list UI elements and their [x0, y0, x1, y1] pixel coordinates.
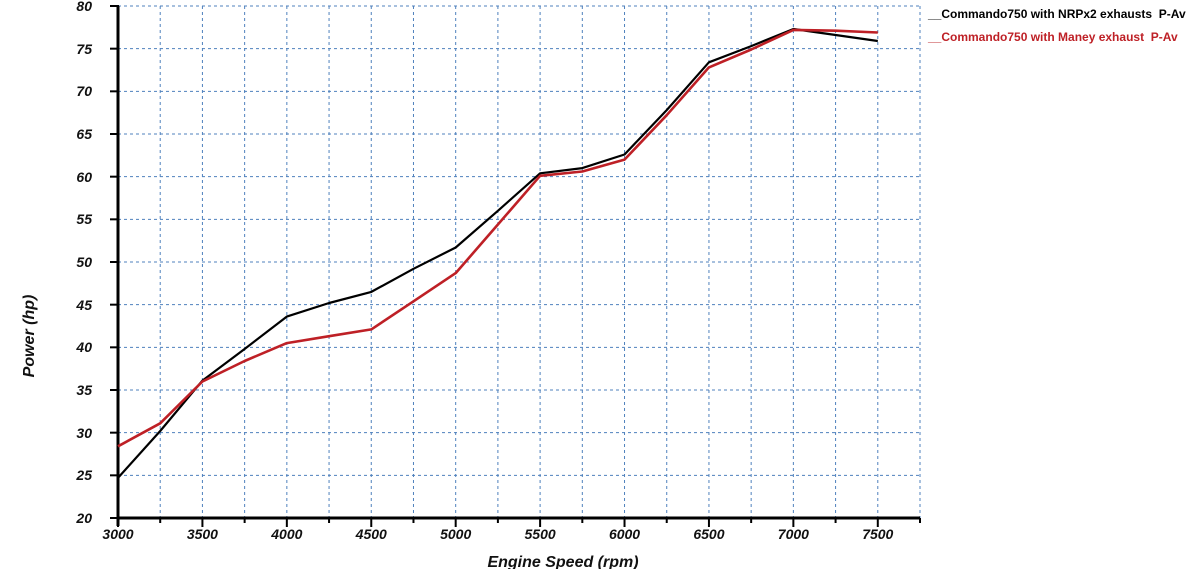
x-tick-label: 6000 — [608, 526, 641, 542]
x-tick-label: 5500 — [524, 526, 556, 542]
x-tick-label: 3000 — [102, 526, 134, 542]
y-tick-label: 25 — [76, 467, 92, 484]
legend-entry-nrpx2: __Commando750 with NRPx2 exhausts P-Av — [928, 7, 1186, 21]
x-tick-label: 4500 — [355, 526, 387, 542]
y-tick-label: 45 — [76, 296, 92, 313]
y-tick-label: 40 — [76, 339, 92, 356]
y-tick-label: 75 — [76, 40, 92, 57]
y-tick-label: 20 — [76, 510, 92, 526]
legend-entry-maney: __Commando750 with Maney exhaust P-Av — [928, 30, 1178, 44]
y-tick-label: 65 — [76, 126, 92, 142]
legend: __Commando750 with NRPx2 exhausts P-Av _… — [928, 7, 1186, 44]
y-tick-label: 60 — [76, 168, 92, 185]
x-tick-label: 3500 — [186, 526, 218, 542]
y-tick-label: 80 — [76, 0, 92, 14]
series-line-nrpx2 — [117, 27, 878, 479]
y-axis-title: Power (hp) — [21, 294, 38, 378]
series-line-maney — [117, 28, 878, 448]
x-axis-title: Engine Speed (rpm) — [487, 554, 639, 569]
x-tick-label: 6500 — [693, 526, 725, 542]
x-tick-label: 7500 — [862, 526, 894, 542]
y-tick-label: 30 — [76, 424, 92, 441]
x-tick-label: 5000 — [440, 526, 472, 542]
y-tick-label: 70 — [76, 83, 92, 100]
x-tick-label: 7000 — [777, 526, 809, 542]
y-tick-label: 35 — [76, 382, 92, 398]
y-tick-label: 50 — [76, 254, 92, 270]
y-tick-label: 55 — [76, 211, 92, 228]
x-tick-label: 4000 — [271, 526, 303, 542]
